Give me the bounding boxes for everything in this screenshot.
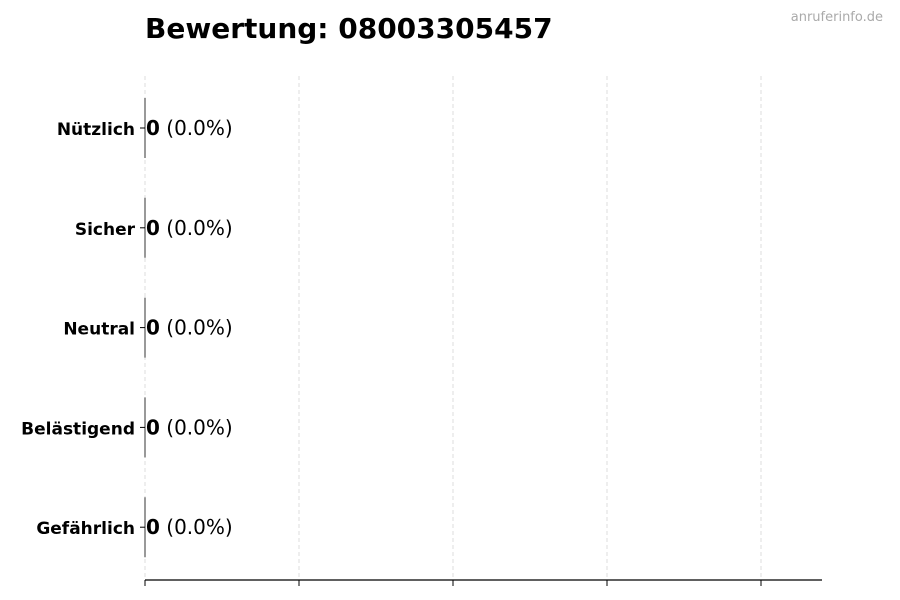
watermark: anruferinfo.de	[790, 10, 883, 25]
data-label-count: 0	[146, 415, 160, 439]
data-label-count: 0	[146, 116, 160, 140]
y-tick-label: Nützlich	[57, 120, 135, 140]
data-label-count: 0	[146, 515, 160, 539]
y-tick-label: Sicher	[75, 220, 136, 240]
data-label-percent: (0.0%)	[160, 515, 233, 539]
data-label: 0 (0.0%)	[146, 515, 233, 539]
data-label: 0 (0.0%)	[146, 116, 233, 140]
chart-title: Bewertung: 08003305457	[145, 12, 553, 45]
data-label: 0 (0.0%)	[146, 216, 233, 240]
y-tick-label: Belästigend	[21, 419, 135, 439]
data-label-count: 0	[146, 216, 160, 240]
data-label-percent: (0.0%)	[160, 316, 233, 340]
data-label-count: 0	[146, 316, 160, 340]
data-label-percent: (0.0%)	[160, 116, 233, 140]
y-tick-label: Neutral	[63, 320, 135, 340]
data-label-percent: (0.0%)	[160, 415, 233, 439]
data-label-percent: (0.0%)	[160, 216, 233, 240]
data-label: 0 (0.0%)	[146, 415, 233, 439]
y-tick-label: Gefährlich	[36, 519, 135, 539]
data-label: 0 (0.0%)	[146, 316, 233, 340]
